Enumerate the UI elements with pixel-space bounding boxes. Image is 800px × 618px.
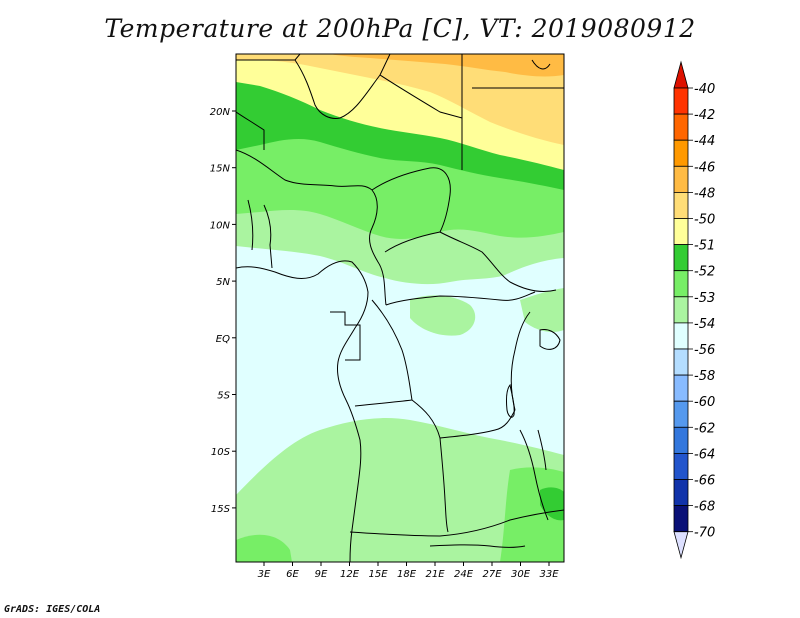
x-tick-label: 30E	[511, 569, 531, 580]
y-tick-label: 10S	[211, 447, 231, 458]
border-congo-drc	[371, 299, 413, 401]
colorbar-label: -70	[694, 526, 715, 541]
border-benin-togo	[263, 204, 273, 269]
colorbar-label: -48	[694, 186, 715, 201]
field-band-54-south	[236, 418, 564, 562]
border-angola-north	[354, 399, 413, 407]
border-ghana	[247, 199, 254, 251]
colorbar-label: -56	[694, 343, 715, 358]
y-tick-label: 5N	[216, 277, 230, 288]
colorbar-segment	[673, 400, 689, 428]
border-chad-south	[371, 167, 451, 233]
border-gabon	[330, 311, 361, 361]
colorbar-label: -54	[694, 317, 715, 332]
colorbar-segment	[673, 87, 689, 115]
chart-title: Temperature at 200hPa [C], VT: 201908091…	[104, 14, 696, 43]
colorbar-label: -60	[694, 395, 715, 410]
y-tick-label: 10N	[210, 220, 231, 231]
border-mali	[236, 111, 265, 150]
colorbar-segment	[673, 374, 689, 402]
colorbar-label: -66	[694, 474, 715, 489]
map-figure: 3E 6E 9E 12E 15E 18E 21E 24E 27E 30E 33E 20N 15N 10N…	[210, 53, 715, 580]
y-tick-label: 15N	[210, 164, 231, 175]
colorbar-label: -53	[694, 291, 715, 306]
border-malawi	[519, 429, 549, 521]
x-tick-label: 18E	[397, 569, 417, 580]
colorbar-segment	[673, 505, 689, 533]
border-sudan-car	[439, 231, 557, 293]
x-tick-label: 3E	[258, 569, 271, 580]
atlantic-coastline	[236, 260, 369, 562]
x-tick-label: 27E	[482, 569, 502, 580]
colorbar-segment	[673, 218, 689, 246]
lake-tanganyika	[505, 383, 515, 418]
colorbar-segment	[673, 165, 689, 193]
lake-victoria	[539, 329, 561, 350]
colorbar-label: -44	[694, 134, 715, 149]
border-namibia-north	[349, 509, 564, 537]
y-tick-label: EQ	[216, 334, 230, 345]
colorbar-label: -51	[694, 239, 715, 254]
x-tick-label: 15E	[368, 569, 388, 580]
colorbar-segment	[673, 479, 689, 507]
colorbar-segment	[673, 452, 689, 480]
field-band-50	[236, 54, 564, 145]
colorbar-segment	[673, 322, 689, 350]
y-tick-label: 20N	[210, 107, 231, 118]
border-congo-north	[385, 291, 536, 306]
colorbar-label: -52	[694, 265, 715, 280]
colorbar-segment	[673, 348, 689, 376]
colorbar: -40 -42 -44 -46 -48 -50 -51 -52 -53 -54 -56 -58 -60 -…	[673, 60, 715, 560]
border-angola-zambia	[439, 437, 449, 533]
colorbar-label: -46	[694, 160, 715, 175]
colorbar-label: -68	[694, 500, 715, 515]
colorbar-segment	[673, 191, 689, 219]
colorbar-label: -58	[694, 369, 715, 384]
border-car-north	[384, 231, 441, 253]
field-band-48	[330, 54, 564, 77]
colorbar-label: -64	[694, 447, 715, 462]
footer-credit: GrADS: IGES/COLA	[4, 604, 101, 615]
border-drc-zambia	[411, 399, 516, 439]
colorbar-segment	[673, 139, 689, 167]
x-tick-label: 24E	[454, 569, 474, 580]
borders-coastlines	[236, 54, 564, 562]
x-tick-label: 9E	[315, 569, 328, 580]
colorbar-label: -42	[694, 108, 715, 123]
field-band-54-east	[520, 288, 564, 333]
colorbar-top-triangle	[673, 60, 689, 89]
colorbar-segment	[673, 426, 689, 454]
colorbar-label: -62	[694, 421, 715, 436]
border-libya-chad	[379, 54, 463, 119]
y-axis-ticks: 20N 15N 10N 5N EQ 5S 10S 15S	[210, 107, 236, 515]
lake-malawi	[537, 429, 547, 471]
border-sahel-west	[236, 149, 373, 191]
colorbar-segment	[673, 270, 689, 298]
field-patch-54	[410, 295, 476, 336]
x-tick-label: 33E	[539, 569, 559, 580]
border-caprivi	[429, 544, 526, 548]
x-tick-label: 12E	[340, 569, 360, 580]
colorbar-bottom-triangle	[673, 531, 689, 560]
border-niger-algeria	[294, 54, 391, 119]
colorbar-segment	[673, 296, 689, 324]
colorbar-label: -40	[694, 82, 715, 97]
field-patch-53-southwest	[236, 534, 292, 562]
colorbar-segment	[673, 244, 689, 272]
temperature-field	[236, 54, 564, 562]
map-frame	[235, 53, 565, 563]
y-tick-label: 15S	[211, 504, 231, 515]
x-tick-label: 21E	[425, 569, 445, 580]
x-axis-ticks: 3E 6E 9E 12E 15E 18E 21E 24E 27E 30E 33E	[258, 562, 559, 580]
red-sea-coast	[531, 59, 551, 70]
x-tick-label: 6E	[286, 569, 299, 580]
border-nigeria-cameroon	[369, 189, 387, 306]
colorbar-label: -50	[694, 213, 715, 228]
y-tick-label: 5S	[217, 391, 230, 402]
colorbar-segment	[673, 113, 689, 141]
